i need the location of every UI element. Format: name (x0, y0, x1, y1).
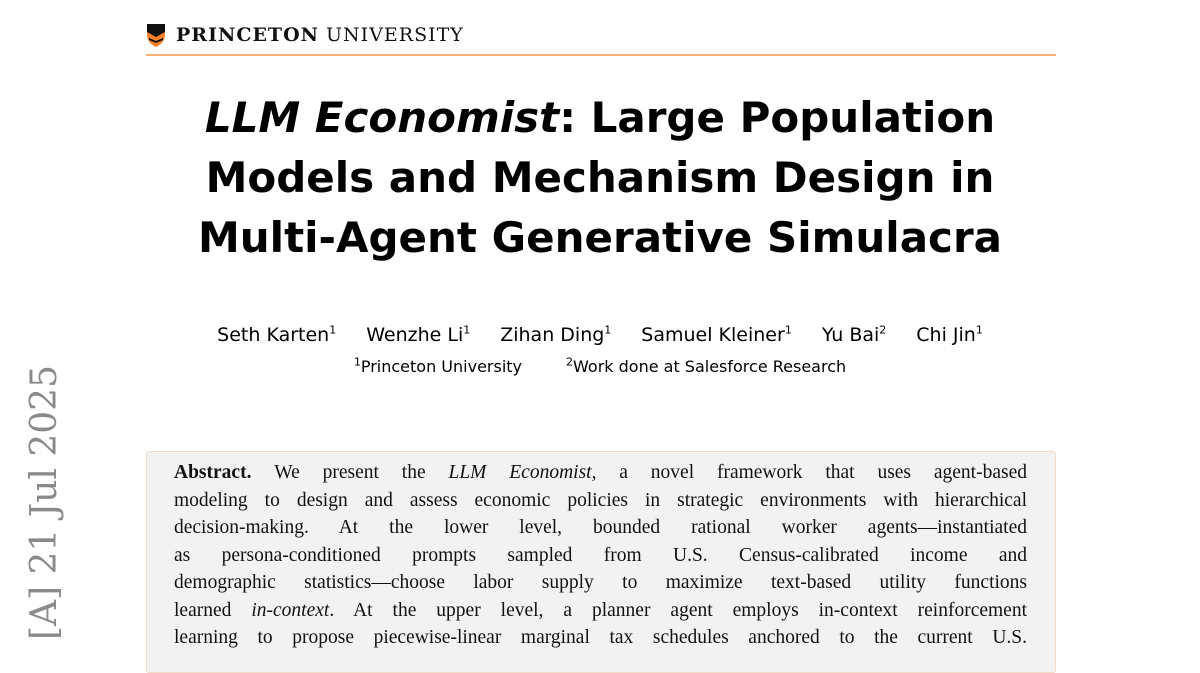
university-logo-text: PRINCETON UNIVERSITY (176, 24, 464, 46)
abstract-line: modeling to design and assess economic p… (174, 489, 1027, 511)
affiliation: 2Work done at Salesforce Research (566, 356, 847, 377)
author: Chi Jin1 (916, 324, 983, 347)
author: Wenzhe Li1 (366, 324, 471, 347)
abstract-line: Abstract. We present the LLM Economist, … (174, 462, 1027, 483)
princeton-shield-icon (147, 24, 165, 47)
author: Samuel Kleiner1 (641, 324, 792, 347)
author: Zihan Ding1 (500, 324, 612, 347)
university-header: PRINCETON UNIVERSITY (146, 20, 1056, 56)
abstract-line: learned in-context. At the upper level, … (174, 599, 1027, 621)
author-list: Seth Karten1 Wenzhe Li1 Zihan Ding1 Samuel … (100, 324, 1100, 346)
abstract-box: Abstract. We present the LLM Economist, … (146, 451, 1056, 673)
author: Yu Bai2 (821, 324, 887, 347)
abstract-line: demographic statistics—choose labor supp… (174, 572, 1027, 593)
abstract-line: decision-making. At the lower level, bou… (174, 517, 1027, 538)
paper-title: LLM Economist: Large Population Models a… (197, 93, 1002, 262)
abstract-line: learning to propose piecewise-linear mar… (174, 627, 1027, 648)
affiliation: 1Princeton University (353, 356, 523, 377)
arxiv-stamp: [A] 21 Jul 2025 (24, 365, 65, 640)
abstract-line: as persona-conditioned prompts sampled f… (174, 544, 1027, 566)
author: Seth Karten1 (217, 324, 337, 347)
affiliation-list: 1Princeton University 2Work done at Sales… (100, 356, 1100, 376)
